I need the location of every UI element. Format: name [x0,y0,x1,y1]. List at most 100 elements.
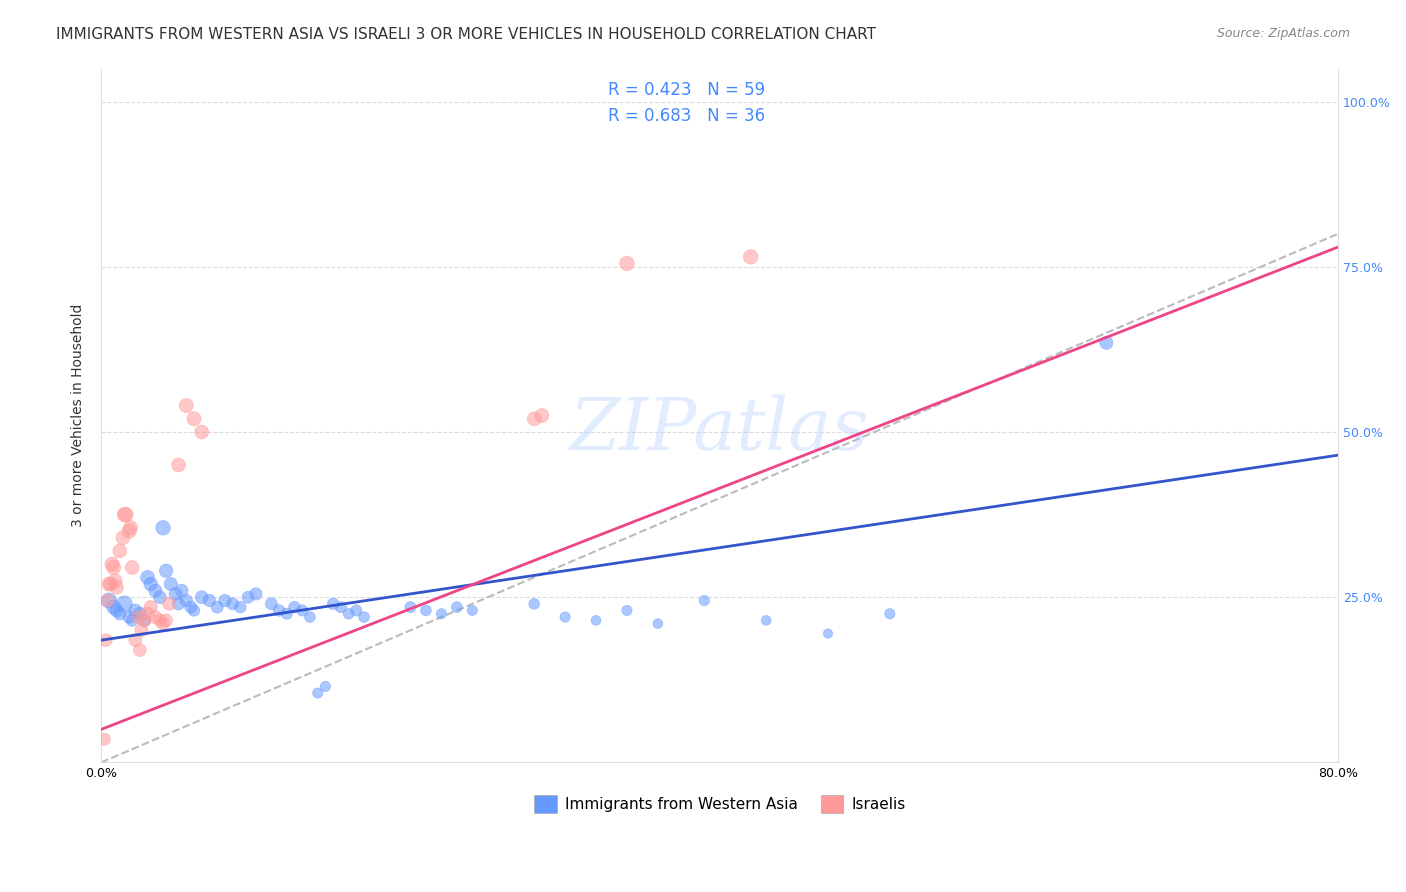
Point [143,583,166,598]
Point [322,597,344,611]
Point [585,613,607,627]
Legend: Immigrants from Western Asia, Israelis: Immigrants from Western Asia, Israelis [523,784,915,824]
Point [139,577,162,591]
Point [112,508,135,522]
Text: R = 0.683   N = 36: R = 0.683 N = 36 [609,106,765,125]
Point [159,577,181,591]
Point [344,603,367,617]
Point [291,603,314,617]
Text: Source: ZipAtlas.com: Source: ZipAtlas.com [1216,27,1350,40]
Point [103,600,125,615]
Point [693,593,716,607]
Point [120,521,142,535]
Point [100,577,122,591]
Point [174,399,197,413]
Point [134,613,156,627]
Point [165,587,187,601]
Point [124,603,146,617]
Point [616,603,638,617]
Point [276,607,298,621]
Point [174,593,197,607]
Point [183,603,205,617]
Point [124,633,146,648]
Point [97,593,120,607]
Point [446,600,468,615]
Point [430,607,453,621]
Point [205,600,228,615]
Point [267,603,290,617]
Point [229,600,252,615]
Point [134,613,156,627]
Point [155,564,177,578]
Text: R = 0.423   N = 59: R = 0.423 N = 59 [609,81,765,99]
Point [1095,335,1118,350]
Point [121,613,143,627]
Point [337,607,360,621]
Point [190,591,212,605]
Point [329,600,352,615]
Point [105,580,128,594]
Point [167,458,190,472]
Point [523,597,546,611]
Point [198,593,221,607]
Point [190,425,212,439]
Point [167,597,190,611]
Point [128,643,150,657]
Point [101,557,124,571]
Point [283,600,305,615]
Point [149,613,172,627]
Point [523,411,546,425]
Y-axis label: 3 or more Vehicles in Household: 3 or more Vehicles in Household [72,304,86,527]
Point [399,600,422,615]
Point [149,591,172,605]
Point [94,633,117,648]
Point [170,583,193,598]
Point [108,544,131,558]
Point [96,593,118,607]
Point [121,560,143,574]
Text: ZIPatlas: ZIPatlas [569,394,869,465]
Point [139,600,162,615]
Point [152,521,174,535]
Point [143,610,166,624]
Text: IMMIGRANTS FROM WESTERN ASIA VS ISRAELI 3 OR MORE VEHICLES IN HOUSEHOLD CORRELAT: IMMIGRANTS FROM WESTERN ASIA VS ISRAELI … [56,27,876,42]
Point [97,577,120,591]
Point [298,610,321,624]
Point [260,597,283,611]
Point [103,560,125,574]
Point [157,597,180,611]
Point [136,607,159,621]
Point [128,607,150,621]
Point [127,610,149,624]
Point [214,593,236,607]
Point [530,409,553,423]
Point [152,616,174,631]
Point [111,531,134,545]
Point [93,732,115,747]
Point [616,256,638,270]
Point [221,597,243,611]
Point [554,610,576,624]
Point [461,603,484,617]
Point [236,591,259,605]
Point [112,597,135,611]
Point [817,626,839,640]
Point [131,624,153,638]
Point [353,610,375,624]
Point [314,680,336,694]
Point [879,607,901,621]
Point [307,686,329,700]
Point [183,411,205,425]
Point [136,570,159,584]
Point [105,603,128,617]
Point [180,600,202,615]
Point [108,607,131,621]
Point [118,610,141,624]
Point [740,250,762,264]
Point [415,603,437,617]
Point [155,613,177,627]
Point [115,508,138,522]
Point [104,574,127,588]
Point [245,587,267,601]
Point [647,616,669,631]
